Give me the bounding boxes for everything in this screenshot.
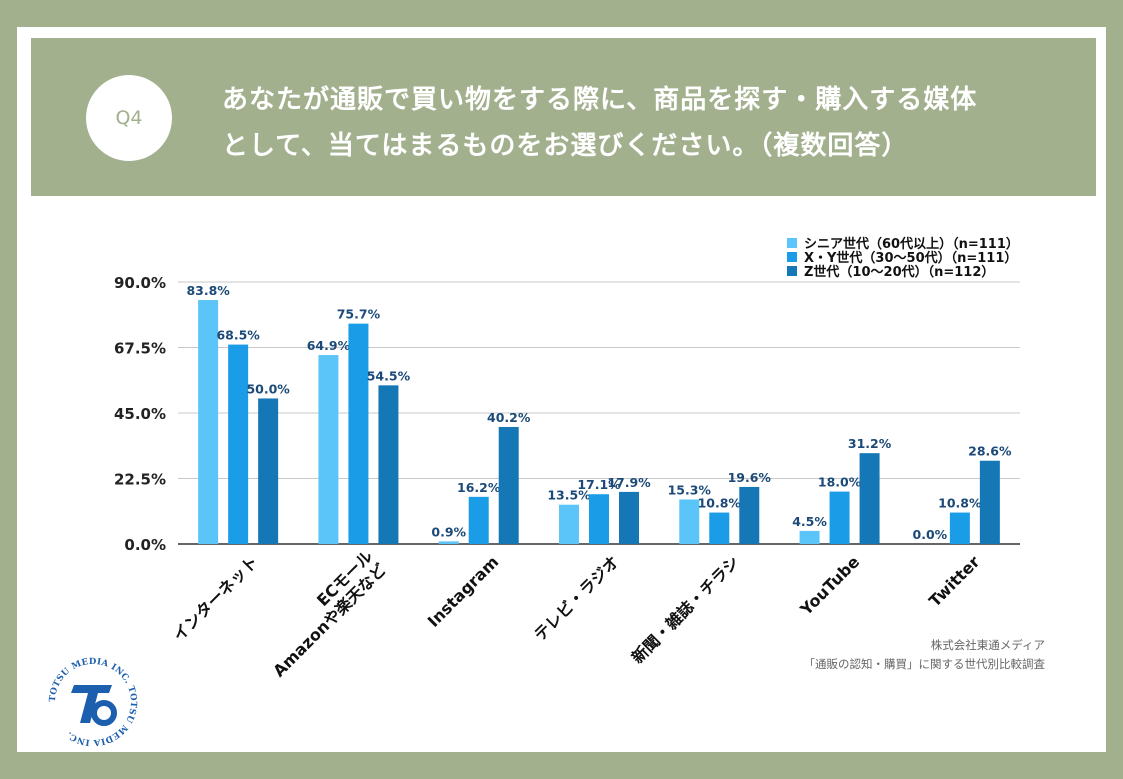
credit-survey: 「通販の認知・購買」に関する世代別比較調査 — [803, 657, 1046, 671]
x-category-label: Twitter — [925, 552, 983, 610]
bar — [348, 323, 369, 544]
bar-value-label: 31.2% — [848, 436, 892, 451]
bar-value-label: 28.6% — [968, 444, 1012, 459]
bar — [979, 460, 1000, 544]
bar-value-label: 40.2% — [487, 410, 531, 425]
bar-value-label: 68.5% — [216, 328, 260, 343]
x-category-label: Instagram — [424, 552, 503, 631]
x-category-label: テレビ・ラジオ — [530, 552, 622, 644]
bar-value-label: 13.5% — [547, 488, 591, 503]
bar-value-label: 54.5% — [367, 368, 411, 383]
bar — [559, 504, 579, 544]
bar — [318, 355, 339, 544]
bar-value-label: 17.9% — [607, 475, 651, 490]
legend-label: Z世代（10〜20代）（n=112） — [804, 264, 994, 280]
x-category-label-line: 新聞・雑誌・チラシ — [628, 552, 743, 667]
bar — [949, 512, 970, 544]
x-category-label: 新聞・雑誌・チラシ — [628, 552, 743, 667]
bar-value-label: 75.7% — [337, 307, 381, 322]
question-text-line1: あなたが通販で買い物をする際に、商品を探す・購入する媒体 — [222, 85, 978, 115]
legend-label: X・Y世代（30〜50代）（n=111） — [804, 250, 1017, 266]
logo-mark-ring — [91, 700, 117, 726]
bar — [859, 453, 880, 544]
bar-value-label: 64.9% — [307, 338, 351, 353]
x-category-label: YouTube — [796, 552, 864, 620]
bar-value-label: 83.8% — [186, 283, 230, 298]
y-tick-label: 45.0% — [114, 405, 166, 423]
y-tick-label: 0.0% — [124, 536, 166, 554]
bar — [679, 499, 700, 544]
bar — [829, 491, 850, 544]
bar — [198, 300, 219, 544]
logo-mark — [71, 685, 112, 723]
bar-value-label: 0.9% — [431, 524, 466, 539]
y-tick-label: 90.0% — [114, 274, 166, 292]
legend-swatch — [787, 238, 797, 248]
bar-value-label: 17.1% — [577, 477, 621, 492]
x-category-label-line: テレビ・ラジオ — [530, 552, 622, 644]
bar-value-label: 16.2% — [457, 480, 501, 495]
bar — [589, 494, 609, 544]
legend-swatch — [787, 252, 797, 262]
question-text-line2: として、当てはまるものをお選びください。（複数回答） — [222, 131, 909, 161]
bar-value-label: 18.0% — [818, 475, 862, 490]
bar-value-label: 19.6% — [728, 470, 772, 485]
x-category-label-line: Twitter — [925, 552, 983, 610]
bar-value-label: 10.8% — [698, 496, 742, 511]
y-tick-label: 22.5% — [114, 471, 166, 489]
bar — [468, 496, 489, 544]
question-header — [31, 38, 1096, 196]
x-category-label: ECモールAmazonや楽天など — [256, 547, 390, 681]
bar — [228, 344, 249, 544]
bar-value-label: 10.8% — [938, 496, 982, 511]
x-category-label-line: インターネット — [169, 552, 262, 645]
bar — [619, 491, 639, 544]
bar — [709, 512, 730, 544]
bar — [739, 486, 760, 544]
question-number-badge: Q4 — [86, 75, 172, 161]
x-category-label-line: Amazonや楽天など — [269, 560, 390, 681]
bar — [799, 530, 820, 544]
legend-label: シニア世代（60代以上）（n=111） — [804, 236, 1019, 252]
bar — [378, 385, 399, 544]
x-category-label: インターネット — [169, 552, 262, 645]
x-category-label-line: YouTube — [796, 552, 864, 620]
bar — [498, 426, 519, 544]
bar-value-label: 4.5% — [792, 514, 827, 529]
bar-value-label: 50.0% — [246, 381, 290, 396]
legend-swatch — [787, 266, 797, 276]
bar — [438, 541, 459, 544]
y-tick-label: 67.5% — [114, 340, 166, 358]
bar-value-label: 0.0% — [913, 527, 948, 542]
bar — [258, 398, 279, 544]
bar-value-label: 15.3% — [668, 482, 712, 497]
x-category-label-line: Instagram — [424, 552, 503, 631]
credit-company: 株式会社東通メディア — [930, 638, 1045, 652]
company-logo: TOTSU MEDIA INC. TOTSU MEDIA INC. — [48, 657, 138, 747]
